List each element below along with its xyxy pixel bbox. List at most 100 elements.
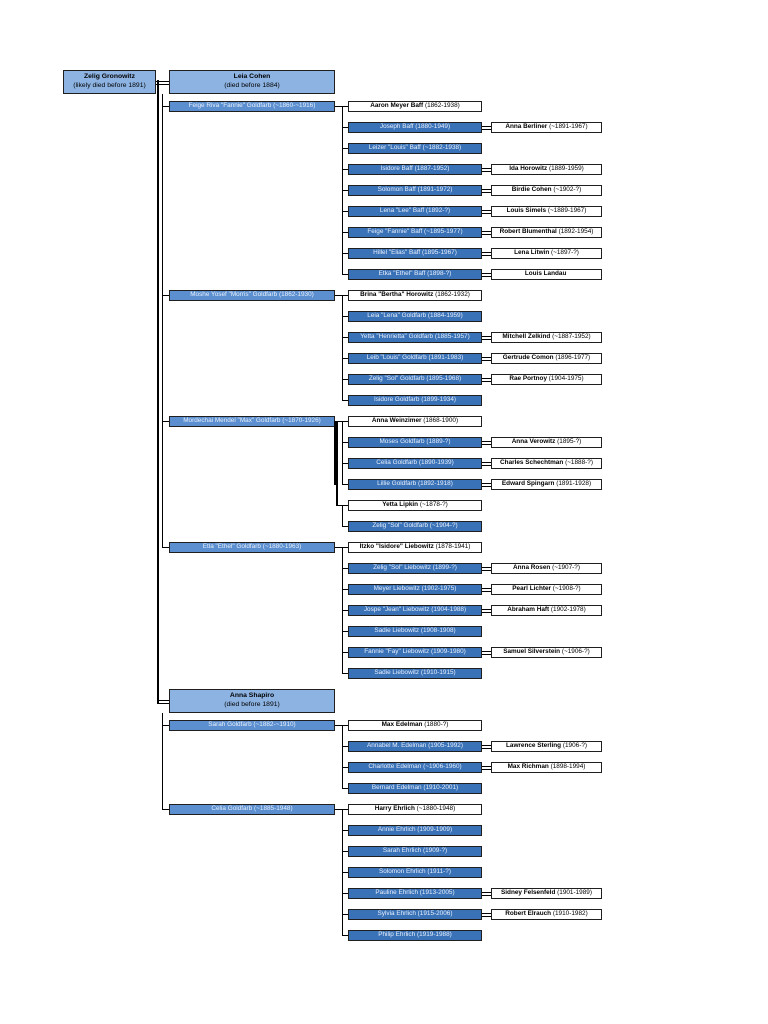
spouse-dates: (1880-?)	[424, 721, 449, 729]
wife-note: (died before 1884)	[224, 82, 280, 89]
spouse-name: Harry Ehrlich	[374, 805, 415, 813]
grandchild-box: Zelig "Sol" Goldfarb (~1904-?)	[348, 521, 482, 532]
grandchild-name: Zelig "Sol" Goldfarb	[368, 375, 425, 383]
grandchild-name: Bernard Edelman	[371, 784, 422, 792]
spouse-dates: (~1878-?)	[419, 501, 448, 509]
grandchild-trunk-line	[342, 295, 343, 400]
marriage-line	[482, 912, 491, 914]
grandchild-dates: (1884-1959)	[427, 312, 463, 320]
grandchild-name: Yetta "Henrietta" Goldfarb	[360, 333, 434, 341]
marriage-line	[157, 83, 169, 85]
grandchild-name: Philip Ehrlich	[378, 931, 416, 939]
grandchild-branch-line	[342, 253, 348, 254]
grandchild-name: Fannie "Fay" Liebowitz	[364, 648, 430, 656]
spouse-dates: (1862-1932)	[435, 291, 470, 299]
grandchild-branch-line	[342, 190, 348, 191]
grandchild-dates: (1909-1909)	[417, 826, 453, 834]
grandchild-trunk-line	[342, 505, 343, 526]
spouse-name: Aaron Meyer Baff	[370, 102, 424, 110]
grandchild-box: Sadie Liebowitz (1908-1908)	[348, 626, 482, 637]
grandchild-name: Etka "Ethel" Baff	[378, 270, 426, 278]
grandchild-branch-line	[342, 746, 348, 747]
grandchild-box: Annabel M. Edelman (1905-1992)	[348, 741, 482, 752]
spouse-dates: (1878-1941)	[435, 543, 471, 551]
grandchild-branch-line	[342, 358, 348, 359]
marriage-line	[482, 566, 491, 568]
gc-spouse-name: Lawrence Sterling	[506, 742, 562, 750]
grandchild-dates: (1892-1918)	[418, 480, 453, 488]
grandchild-box: Lillie Goldfarb (1892-1918)	[348, 479, 482, 490]
grandchild-spouse-box: Abraham Haft (1902-1978)	[491, 605, 602, 616]
gc-spouse-dates: (1895-?)	[557, 438, 582, 446]
spouse-name: Itzko "Isidore" Liebowitz	[359, 543, 434, 551]
grandchild-dates: (1908-1908)	[420, 627, 456, 635]
gc-spouse-dates: (1891-1928)	[556, 480, 592, 488]
grandchild-name: Feige "Fannie" Baff	[367, 228, 423, 236]
marriage-line	[482, 590, 491, 592]
grandchild-dates: (1899-1934)	[421, 396, 457, 404]
gc-spouse-name: Sidney Felsenfeld	[501, 889, 556, 897]
grandchild-branch-line	[342, 316, 348, 317]
grandchild-dates: (1892-?)	[425, 207, 451, 215]
grandchild-box: Yetta "Henrietta" Goldfarb (1885-1957)	[348, 332, 482, 343]
child-branch-line	[162, 295, 169, 296]
grandchild-name: Annabel M. Edelman	[367, 742, 427, 750]
gc-spouse-dates: (1910-1982)	[552, 910, 588, 918]
marriage-line	[335, 106, 348, 107]
child-branch-line	[162, 547, 169, 548]
grandchild-branch-line	[342, 851, 348, 852]
wife-name: Leia Cohen	[233, 73, 271, 81]
marriage-line	[482, 894, 491, 896]
marriage-line	[482, 587, 491, 589]
grandchild-branch-line	[342, 274, 348, 275]
gc-spouse-name: Birdie Cohen	[511, 186, 552, 194]
gc-spouse-dates: (1906-?)	[562, 742, 587, 750]
grandchild-trunk-line	[342, 809, 343, 935]
gc-spouse-name: Anna Berliner	[505, 123, 548, 131]
gc-spouse-dates: (1896-1977)	[555, 354, 591, 362]
gc-spouse-name: Abraham Haft	[507, 606, 550, 614]
grandchild-name: Lillie Goldfarb	[377, 480, 417, 488]
spouse-dates: (1862-1938)	[424, 102, 460, 110]
gc-spouse-dates: (~1891-1967)	[549, 123, 588, 131]
marriage-line	[482, 747, 491, 749]
gc-spouse-dates: (1902-1978)	[550, 606, 586, 614]
marriage-line	[482, 569, 491, 571]
grandchild-name: Celia Goldfarb	[376, 459, 418, 467]
grandchild-name: Isidore Baff	[380, 165, 413, 173]
grandchild-name: Joseph Baff	[379, 123, 414, 131]
marriage-line	[482, 461, 491, 463]
spouse-name: Yetta Lipkin	[382, 501, 419, 509]
grandchild-box: Philip Ehrlich (1919-1988)	[348, 930, 482, 941]
root-person-box: Zelig Gronowitz (likely died before 1891)	[63, 70, 156, 94]
grandchild-dates: (1889-?)	[426, 438, 451, 446]
marriage-line	[482, 765, 491, 767]
gc-spouse-name: Charles Schechtman	[500, 459, 564, 467]
child-dates: (1862-1930)	[278, 291, 314, 299]
marriage-descent-line	[334, 421, 336, 485]
gc-spouse-dates: (~1906-?)	[561, 648, 590, 656]
marriage-line	[482, 254, 491, 256]
grandchild-box: Annie Ehrlich (1909-1909)	[348, 825, 482, 836]
marriage-line	[482, 125, 491, 127]
marriage-line	[482, 744, 491, 746]
grandchild-box: Moses Goldfarb (1889-?)	[348, 437, 482, 448]
grandchild-branch-line	[342, 484, 348, 485]
grandchild-branch-line	[342, 652, 348, 653]
child-name: Sarah Goldfarb	[208, 721, 252, 729]
grandchild-name: Charlotte Edelman	[368, 763, 422, 771]
grandchild-dates: (1911-?)	[427, 868, 451, 876]
root-name: Zelig Gronowitz	[84, 73, 135, 81]
grandchild-branch-line	[342, 148, 348, 149]
grandchild-branch-line	[342, 442, 348, 443]
grandchild-name: Sadie Liebowitz	[374, 627, 420, 635]
grandchild-spouse-box: Birdie Cohen (~1902-?)	[491, 185, 602, 196]
grandchild-box: Isidore Baff (1887-1952)	[348, 164, 482, 175]
grandchild-name: Leib "Louis" Goldfarb	[366, 354, 427, 362]
child-box: Mordechai Mendel "Max" Goldfarb (~1870-1…	[169, 416, 335, 427]
grandchild-trunk-line	[342, 547, 343, 673]
child-name: Mordechai Mendel "Max" Goldfarb	[183, 417, 281, 425]
grandchild-box: Fannie "Fay" Liebowitz (1909-1980)	[348, 647, 482, 658]
grandchild-box: Bernard Edelman (1910-2001)	[348, 783, 482, 794]
